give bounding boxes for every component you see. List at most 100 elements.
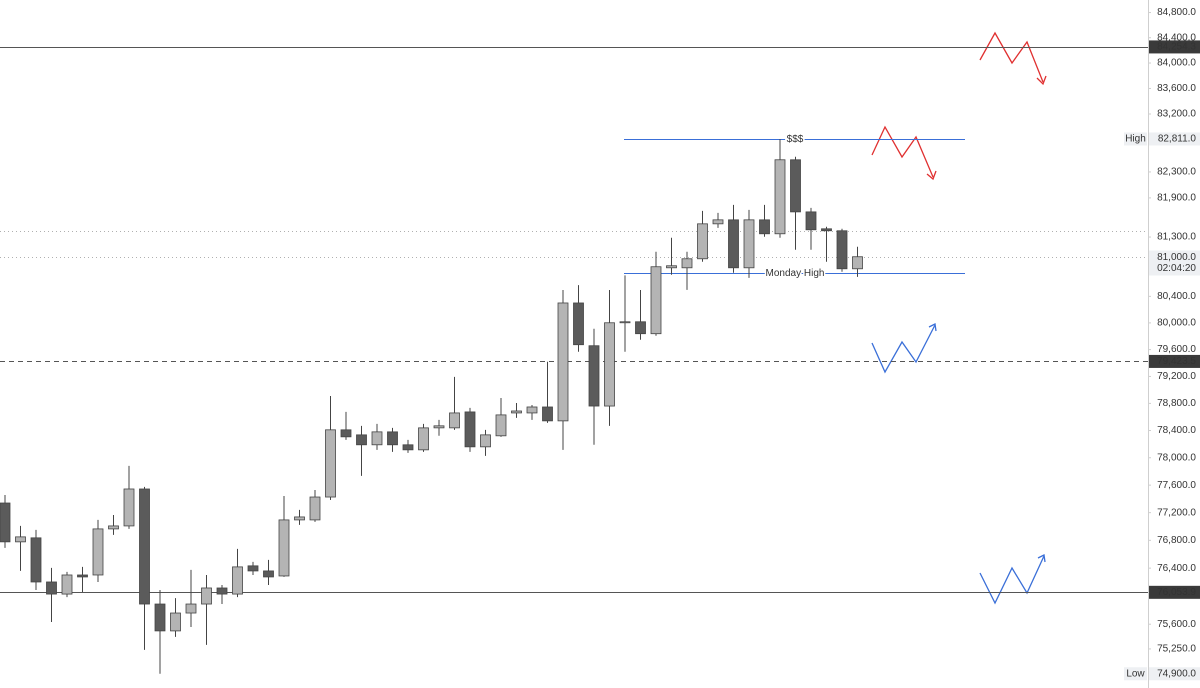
arrow-head: [1036, 75, 1047, 86]
candle-body: [542, 406, 553, 422]
y-tick-label: 78,400.0: [1157, 425, 1196, 436]
red-zigzag: [979, 31, 1044, 83]
candle-body: [387, 431, 398, 446]
current-price-box: [1149, 250, 1200, 276]
candle-body: [728, 219, 739, 269]
candle-body: [92, 528, 104, 576]
y-tick-label: 79,200.0: [1157, 371, 1196, 382]
candle-body: [681, 258, 693, 269]
candle-body: [650, 266, 662, 335]
y-tick-label: 82,300.0: [1157, 167, 1196, 178]
y-tick-label: 83,200.0: [1157, 109, 1196, 120]
marker-price-box: [1149, 132, 1200, 146]
candle-body: [743, 219, 755, 269]
arrow-head: [926, 170, 937, 181]
candle-body: [821, 228, 832, 232]
arrow-head: [1037, 554, 1046, 563]
candle-body: [263, 570, 274, 578]
candle-body: [325, 429, 336, 498]
candle-body: [790, 159, 801, 213]
current-price-label: 81,000.0: [1157, 252, 1196, 263]
candle-body: [0, 502, 11, 543]
projection-drawings: [871, 31, 1047, 605]
y-tick-label: 78,800.0: [1157, 398, 1196, 409]
level-price-label: 76,053.9: [1157, 587, 1196, 598]
candle-body: [356, 434, 367, 446]
marker-name-box: [1124, 132, 1147, 146]
candle-body: [46, 581, 57, 595]
arrow-head: [928, 323, 937, 332]
candle-body: [495, 414, 507, 437]
candle-body: [852, 256, 863, 270]
y-tick-label: 76,800.0: [1157, 535, 1196, 546]
candle-body: [480, 434, 491, 448]
candle-body: [170, 612, 181, 632]
candle-body: [61, 574, 73, 595]
countdown: 02:04:20: [1157, 263, 1196, 274]
y-tick-label: 84,800.0: [1157, 7, 1196, 18]
y-tick-label: 84,000.0: [1157, 58, 1196, 69]
candle-body: [449, 412, 460, 429]
candle-body: [805, 211, 817, 231]
candle-body: [619, 321, 631, 324]
blue-zigzag: [871, 324, 936, 374]
candle-body: [30, 537, 42, 583]
y-tick-label: 77,200.0: [1157, 507, 1196, 518]
candle-body: [635, 321, 646, 335]
y-tick-label: 83,600.0: [1157, 83, 1196, 94]
y-tick-label: 76,400.0: [1157, 563, 1196, 574]
candle-body: [309, 496, 321, 521]
candle-body: [15, 536, 26, 543]
marker-price-label: 82,811.0: [1158, 134, 1197, 145]
candle-body: [232, 566, 243, 595]
candle-body: [836, 230, 848, 270]
candle-body: [666, 265, 677, 269]
level-price-box: [1149, 585, 1200, 599]
candle-body: [278, 519, 290, 577]
candle-body: [418, 427, 429, 451]
candle-body: [108, 525, 119, 530]
candle-body: [216, 587, 228, 595]
candle-body: [759, 219, 770, 235]
annotation-text: Monday High: [766, 268, 825, 279]
candle-body: [154, 603, 166, 632]
y-tick-label: 77,600.0: [1157, 480, 1196, 491]
candle-body: [433, 425, 445, 429]
marker-name-box: [1124, 667, 1147, 681]
y-tick-label: 78,000.0: [1157, 452, 1196, 463]
candle-body: [557, 302, 569, 422]
candle-body: [402, 444, 414, 451]
level-price-label: 79,423.5: [1157, 356, 1196, 367]
candle-body: [774, 159, 786, 235]
candle-body: [464, 411, 476, 448]
marker-name: High: [1125, 134, 1146, 145]
level-price-box: [1149, 40, 1200, 54]
level-price-box: [1149, 354, 1200, 368]
candle-body: [123, 488, 135, 527]
marker-name: Low: [1126, 668, 1145, 679]
candle-body: [588, 345, 600, 407]
y-tick-label: 81,300.0: [1157, 232, 1196, 243]
candle-body: [511, 410, 522, 414]
candle-body: [201, 587, 212, 605]
candle-body: [139, 488, 150, 605]
candle-body: [185, 603, 197, 614]
y-tick-label: 80,000.0: [1157, 318, 1196, 329]
annotation-text: $$$: [787, 134, 804, 145]
candle-body: [77, 574, 88, 578]
y-tick-label: 80,400.0: [1157, 291, 1196, 302]
y-tick-label: 75,600.0: [1157, 619, 1196, 630]
candle-body: [573, 302, 584, 346]
y-tick-label: 79,600.0: [1157, 344, 1196, 355]
candle-body: [294, 516, 305, 521]
candle-body: [712, 219, 724, 225]
marker-price-label: 74,900.0: [1157, 668, 1196, 679]
y-tick-label: 84,400.0: [1157, 32, 1196, 43]
candle-body: [371, 431, 383, 446]
candle-body: [340, 429, 352, 438]
y-tick-label: 75,250.0: [1157, 644, 1196, 655]
level-price-label: 84,254.3: [1157, 42, 1196, 53]
candle-body: [247, 565, 259, 572]
